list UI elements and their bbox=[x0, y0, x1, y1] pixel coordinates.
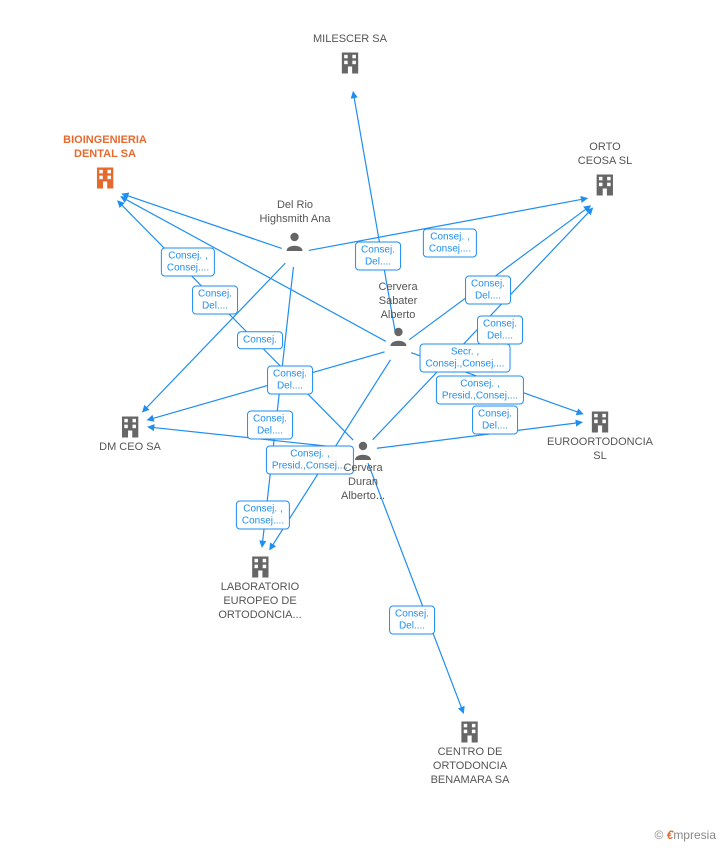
brand-rest: mpresia bbox=[673, 828, 716, 842]
edge-line bbox=[270, 360, 391, 550]
edge-line bbox=[142, 263, 285, 412]
edge-line bbox=[409, 206, 590, 340]
edge-line bbox=[309, 198, 588, 250]
edge-line bbox=[262, 267, 293, 547]
edge-line bbox=[411, 353, 583, 414]
edge-line bbox=[147, 352, 384, 420]
watermark: © €mpresia bbox=[654, 828, 716, 842]
edge-layer bbox=[0, 0, 728, 850]
edge-line bbox=[377, 422, 582, 448]
edge-line bbox=[118, 201, 354, 440]
edge-line bbox=[368, 463, 464, 713]
copyright-symbol: © bbox=[654, 828, 663, 842]
edge-line bbox=[353, 92, 395, 334]
edge-line bbox=[121, 197, 386, 342]
edge-line bbox=[148, 427, 349, 449]
